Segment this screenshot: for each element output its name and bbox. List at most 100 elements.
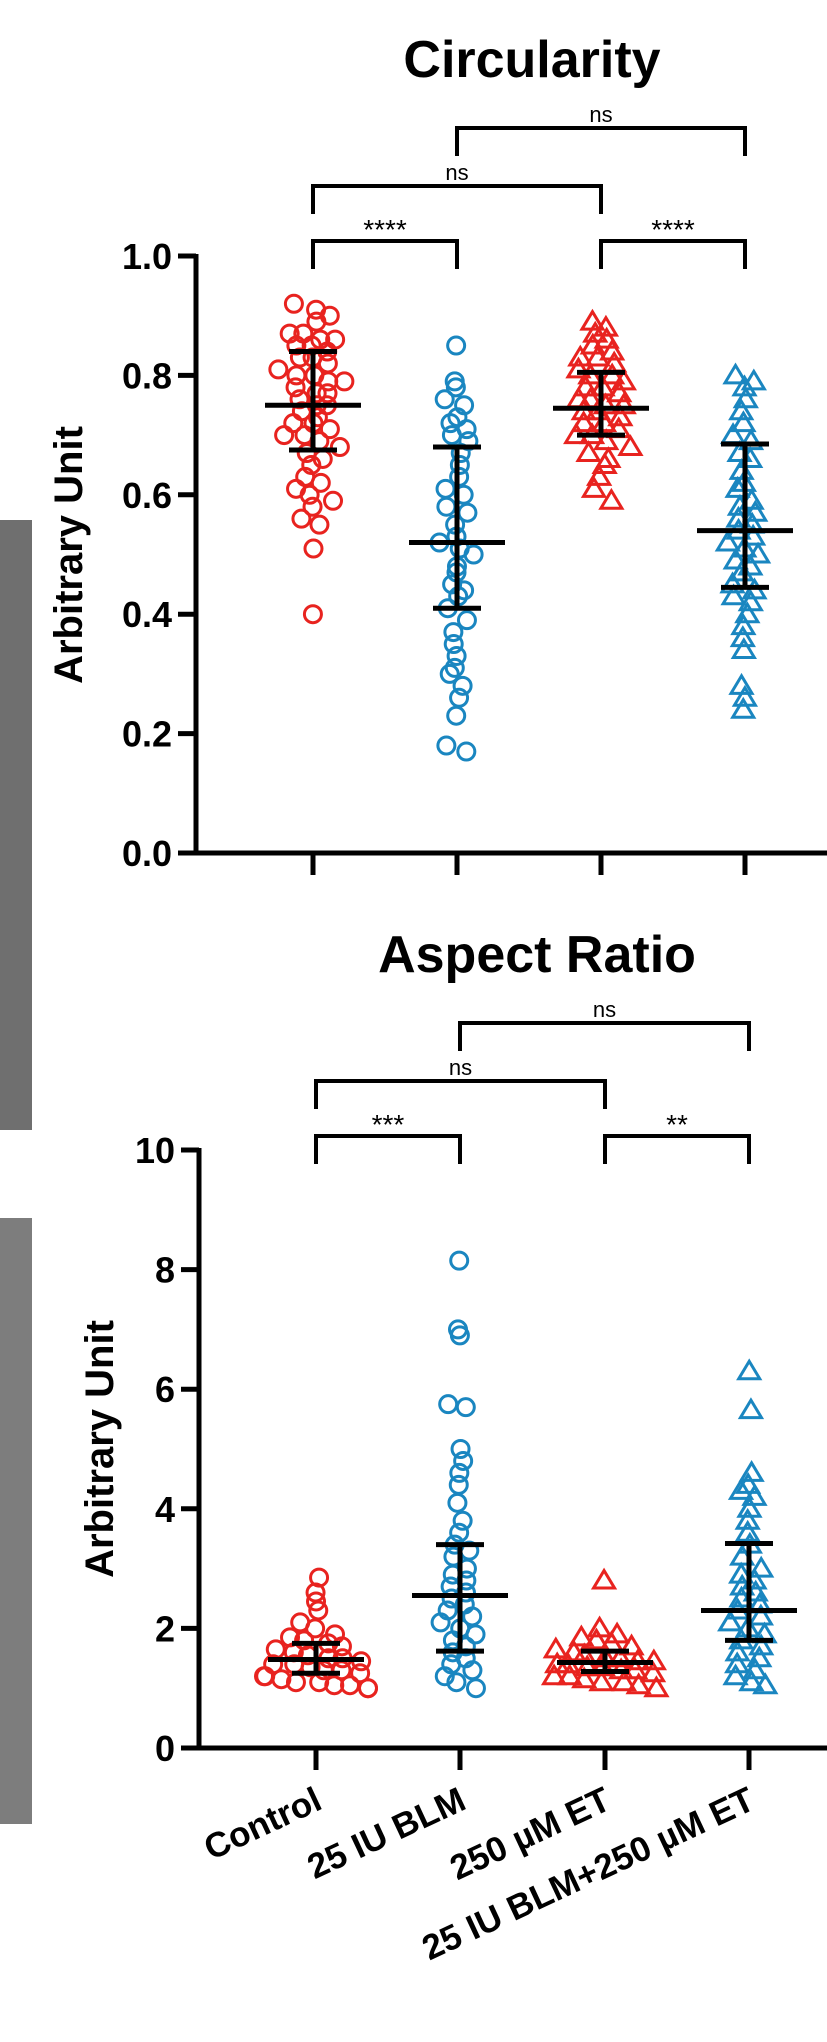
data-point — [449, 687, 470, 708]
data-point — [734, 1519, 761, 1542]
data-point — [449, 1522, 470, 1543]
data-point — [456, 419, 477, 440]
data-point — [458, 431, 479, 452]
data-point — [448, 1474, 469, 1495]
data-point — [317, 353, 338, 374]
data-point — [606, 380, 633, 403]
data-point — [736, 1495, 763, 1518]
significance-label: ns — [445, 160, 468, 185]
data-point — [574, 1654, 601, 1677]
data-point — [737, 589, 764, 612]
data-point — [435, 478, 456, 499]
data-point — [724, 1651, 751, 1674]
data-point — [457, 502, 478, 523]
data-point — [283, 413, 304, 434]
data-point — [263, 1654, 284, 1675]
data-point — [449, 1250, 470, 1271]
y-tick-label: 2 — [155, 1608, 175, 1649]
data-point — [274, 425, 295, 446]
data-point — [456, 610, 477, 631]
data-point — [593, 428, 620, 451]
data-point — [571, 1666, 598, 1689]
data-point — [748, 1633, 775, 1656]
significance-label: ns — [589, 102, 612, 127]
data-point — [325, 329, 346, 350]
data-point — [590, 1567, 618, 1590]
data-point — [748, 1555, 775, 1578]
data-point — [438, 1394, 459, 1415]
data-point — [455, 1582, 476, 1603]
data-point — [306, 1591, 327, 1612]
data-point — [610, 392, 637, 415]
data-point — [717, 1609, 744, 1632]
data-point — [285, 377, 306, 398]
data-point — [446, 705, 467, 726]
data-point — [305, 1618, 326, 1639]
data-point — [618, 1633, 645, 1656]
data-point — [746, 1645, 773, 1668]
data-point — [299, 484, 320, 505]
data-point — [643, 1675, 670, 1698]
data-point — [444, 657, 465, 678]
data-point — [585, 463, 613, 486]
data-point — [302, 604, 323, 625]
data-point — [744, 541, 772, 564]
data-point — [465, 1678, 486, 1699]
data-point — [444, 371, 465, 392]
data-point — [302, 496, 323, 517]
data-point — [350, 1663, 371, 1684]
data-point — [294, 1630, 315, 1651]
data-point — [583, 1627, 610, 1650]
data-point — [732, 386, 759, 409]
x-tick-label: 25 IU BLM — [302, 1780, 472, 1887]
significance-bracket — [314, 1134, 462, 1164]
data-point — [731, 374, 758, 397]
data-point — [728, 398, 755, 421]
data-point — [737, 428, 765, 451]
data-point — [465, 1624, 486, 1645]
data-point — [575, 440, 602, 463]
data-point — [747, 1603, 775, 1626]
data-point — [309, 514, 330, 535]
data-point — [289, 347, 310, 368]
data-point — [603, 1621, 631, 1644]
data-point — [607, 404, 634, 427]
y-tick-label: 1.0 — [122, 236, 172, 277]
data-point — [610, 368, 637, 391]
data-point — [456, 741, 477, 762]
data-point — [540, 1663, 568, 1686]
data-point — [334, 371, 355, 392]
data-point — [301, 454, 322, 475]
data-point — [323, 490, 344, 511]
data-point — [752, 1672, 779, 1695]
data-point — [289, 389, 310, 410]
data-point — [286, 365, 307, 386]
y-tick-label: 6 — [155, 1369, 175, 1410]
data-point — [734, 1471, 762, 1494]
data-point — [309, 1567, 330, 1588]
data-point — [568, 1624, 595, 1647]
micrograph-strip-top — [0, 520, 32, 1130]
data-point — [730, 696, 757, 719]
data-point — [303, 538, 324, 559]
data-point — [450, 1439, 471, 1459]
data-point — [592, 314, 620, 337]
data-point — [455, 1397, 476, 1418]
data-point — [449, 454, 470, 475]
data-point — [730, 410, 757, 433]
data-point — [742, 499, 769, 522]
significance-bracket — [311, 184, 603, 214]
data-point — [586, 1615, 613, 1638]
y-tick-label: 4 — [155, 1489, 175, 1530]
y-tick-label: 0.8 — [122, 355, 172, 396]
data-point — [447, 1492, 468, 1513]
data-point — [598, 487, 625, 510]
significance-bracket — [455, 126, 747, 156]
data-point — [729, 625, 756, 648]
significance-bracket — [311, 239, 459, 269]
data-point — [317, 383, 338, 404]
data-point — [280, 1627, 301, 1648]
y-tick-label: 10 — [135, 1130, 175, 1171]
data-point — [738, 1460, 765, 1482]
data-point — [329, 437, 350, 458]
